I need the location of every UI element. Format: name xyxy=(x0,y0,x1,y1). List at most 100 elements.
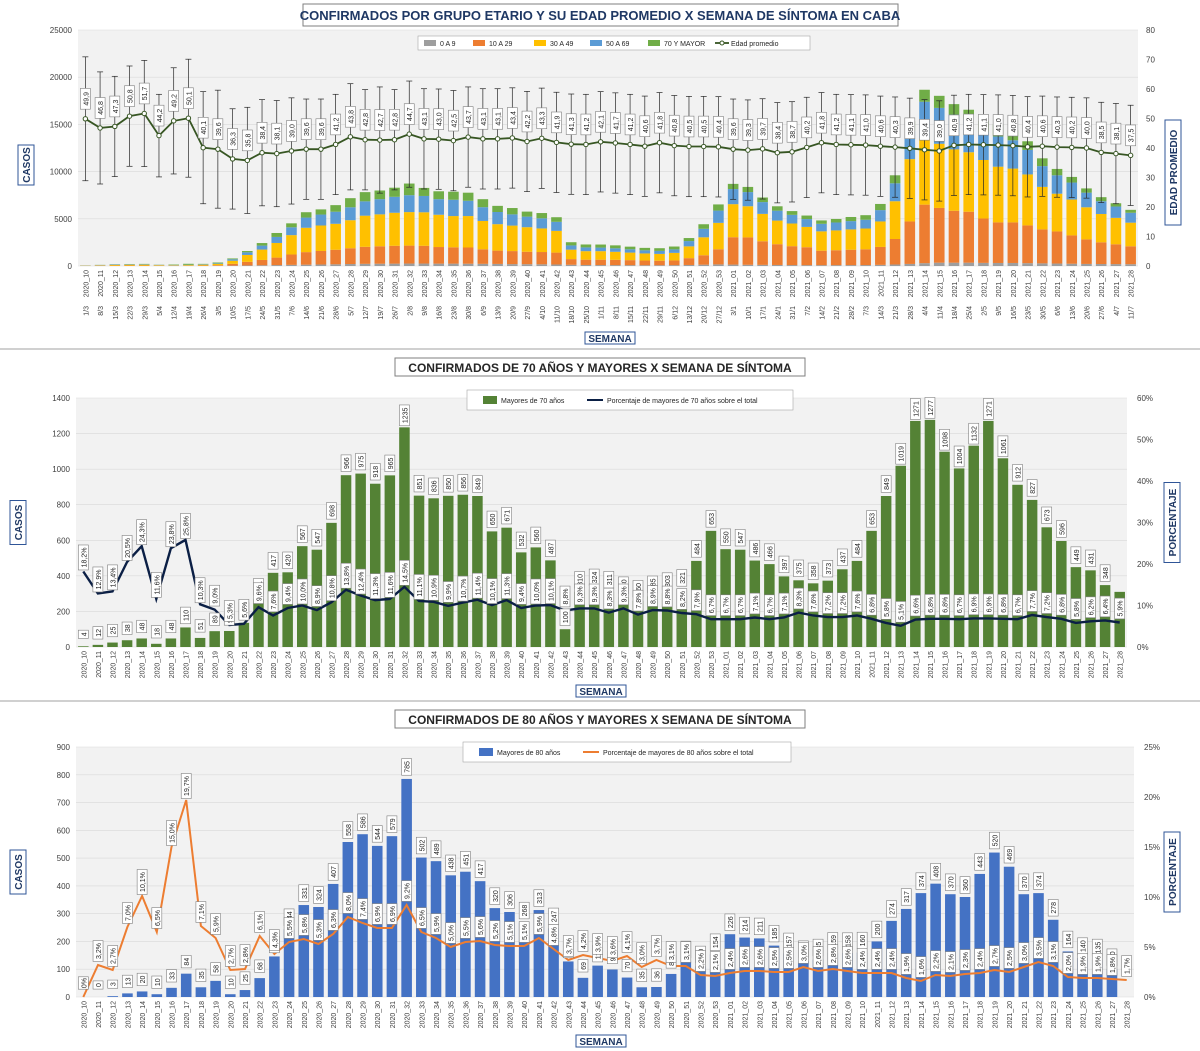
bar-10-a-29 xyxy=(403,245,415,264)
bar-value-label: 310 xyxy=(578,574,585,586)
percentage-label-group: 6,8% xyxy=(1056,594,1067,616)
bar-value-label-box xyxy=(709,933,721,951)
percentage-label: 10,1% xyxy=(548,581,555,601)
edad-label-group: 39,3 xyxy=(742,119,754,141)
bar xyxy=(122,993,133,997)
bar-50-a-69 xyxy=(624,249,636,253)
bar-0-a-9 xyxy=(624,265,636,266)
x-tick-label: 2020_53 xyxy=(713,1001,720,1028)
bar-0-a-9 xyxy=(668,265,680,266)
bar-value-label-box xyxy=(151,975,163,989)
percentage-label-box xyxy=(895,601,907,623)
x-tick-label: 2020_22 xyxy=(260,270,267,297)
bar-value-label: 200 xyxy=(875,924,882,936)
percentage-line xyxy=(82,799,1127,998)
percentage-label-box xyxy=(136,519,147,545)
percentage-label: 7,6% xyxy=(855,593,862,609)
percentage-label-group: 10,7% xyxy=(457,575,469,602)
edad-label: 38,1 xyxy=(275,127,282,141)
percentage-label-box xyxy=(807,590,819,613)
percentage-label: 5,8% xyxy=(1074,601,1081,617)
x-tick-label: 2020_20 xyxy=(231,270,238,297)
percentage-label: 5,0% xyxy=(449,925,456,941)
bar-value-label-box xyxy=(442,475,454,493)
bar-value-label: 586 xyxy=(361,816,368,828)
edad-point xyxy=(1113,150,1119,157)
percentage-label-box xyxy=(1033,937,1044,959)
bar-0-a-9 xyxy=(477,263,489,266)
percentage-label-box xyxy=(705,594,717,616)
edad-label-box xyxy=(668,114,680,137)
bar-10-a-29 xyxy=(389,245,400,264)
percentage-label: 2,4% xyxy=(890,951,897,967)
edad-point xyxy=(112,123,118,130)
x-tick-label: 2020_48 xyxy=(640,1001,647,1028)
bar-value-label: 836 xyxy=(432,480,439,492)
bar-50-a-69 xyxy=(448,199,459,217)
y2-axis-title: PORCENTAJE xyxy=(1168,838,1179,906)
bar-30-a-49 xyxy=(521,227,533,252)
y-tick-label: 1200 xyxy=(52,430,70,439)
edad-point xyxy=(215,146,221,152)
bar-value-label: 0 xyxy=(96,983,103,987)
edad-point xyxy=(671,142,677,149)
bar-value-label-group: 1277 xyxy=(924,397,936,419)
bar-30-a-49 xyxy=(875,221,886,247)
x-tick-label: 2020_37 xyxy=(478,1001,485,1028)
percentage-label-box xyxy=(709,951,721,973)
bar-value-label-group: 1098 xyxy=(939,429,950,451)
percentage-label: 7,2% xyxy=(1045,595,1052,611)
x-tick-label: 2020_25 xyxy=(300,651,307,678)
bar-70-y-mayor xyxy=(551,217,562,222)
date-tick-label: 29/3 xyxy=(142,306,149,320)
bar-value-label: 547 xyxy=(315,532,322,544)
legend-box xyxy=(466,389,794,411)
bar-value-label-group: 558 xyxy=(342,821,354,839)
edad-label: 44,7 xyxy=(407,107,414,121)
edad-label-box xyxy=(345,106,356,128)
bar-0-a-9 xyxy=(300,264,312,266)
percentage-label-group: 7,6% xyxy=(851,590,863,613)
percentage-label: 6,9% xyxy=(986,596,993,612)
x-tick-label: 2020_28 xyxy=(346,1001,353,1028)
bar-10-a-29 xyxy=(595,259,606,266)
date-tick-label: 4/7 xyxy=(1114,306,1121,316)
bar-value-label: 407 xyxy=(331,866,338,878)
bar xyxy=(548,928,559,997)
bar-value-label-group: 200 xyxy=(871,920,883,939)
bar-value-label-box xyxy=(837,548,848,566)
y2-tick-label: 40 xyxy=(1146,144,1155,153)
x-tick-label: 2020_39 xyxy=(505,651,512,678)
y2-axis-title-box xyxy=(1163,482,1181,563)
bar-value-label: 260 xyxy=(636,583,643,595)
bar xyxy=(783,953,794,997)
legend-box xyxy=(417,35,811,51)
bar-value-label-group: 487 xyxy=(545,539,556,557)
edad-label-box xyxy=(389,109,400,131)
bar-value-label: 673 xyxy=(1045,509,1052,521)
x-tick-label: 2020_23 xyxy=(275,270,282,297)
bar-value-label-group: 650 xyxy=(486,510,498,528)
bar-value-label: 850 xyxy=(446,478,453,490)
bar-value-label-group: 653 xyxy=(705,510,717,528)
percentage-label-box xyxy=(151,907,163,929)
title-box xyxy=(394,709,806,729)
x-axis-title-box xyxy=(584,331,636,345)
x-tick-label: 2020_44 xyxy=(584,270,591,297)
bar-value-label-group: 20 xyxy=(136,972,148,986)
bar-10-a-29 xyxy=(963,211,974,263)
percentage-label-box xyxy=(399,560,410,586)
bar xyxy=(997,458,1009,647)
x-tick-label: 2021_04 xyxy=(775,270,782,297)
bar-value-label: 373 xyxy=(826,563,833,575)
percentage-label-group: 10,1% xyxy=(545,578,556,604)
y-tick-label: 900 xyxy=(57,743,71,752)
bar-0-a-9 xyxy=(330,264,341,266)
bar xyxy=(559,629,571,647)
percentage-label: 5,1% xyxy=(899,604,906,620)
percentage-label-group: 11,4% xyxy=(472,572,483,599)
bar-value-label-group: 25 xyxy=(239,971,251,985)
date-tick-label: 4/4 xyxy=(923,306,930,316)
bar-value-label-group: 48 xyxy=(136,619,147,633)
y2-tick-label: 10% xyxy=(1144,893,1160,902)
